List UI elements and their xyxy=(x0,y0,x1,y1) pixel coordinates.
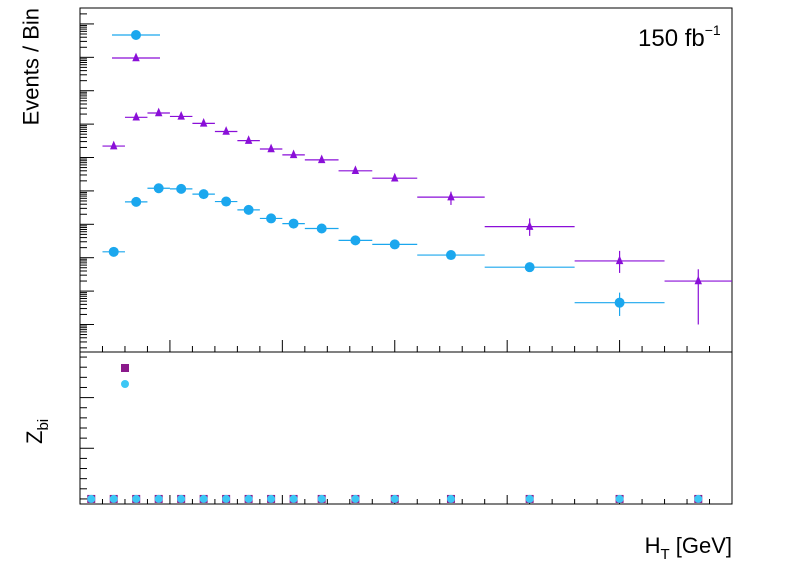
data-point xyxy=(391,172,399,182)
data-point xyxy=(222,494,231,503)
data-point xyxy=(615,255,624,265)
data-point xyxy=(267,143,275,153)
events-panel: Events / Bin 150 fb−1 xyxy=(19,7,733,353)
data-point xyxy=(177,494,186,503)
significance-y-label-main: Z xyxy=(22,431,47,444)
x-label-main: H xyxy=(645,533,661,558)
data-point xyxy=(525,494,534,503)
significance-y-label-sub: bi xyxy=(35,419,52,431)
data-point xyxy=(131,196,142,207)
data-point xyxy=(446,494,455,503)
events-data xyxy=(102,107,732,325)
legend-marker xyxy=(121,364,129,372)
data-point xyxy=(390,494,399,503)
data-point xyxy=(317,154,326,164)
data-point xyxy=(350,235,361,246)
luminosity-exponent: −1 xyxy=(705,22,721,38)
top-sliced-series xyxy=(102,107,732,325)
x-label-sub: T xyxy=(660,546,669,563)
legend-marker xyxy=(121,380,129,388)
legend-marker xyxy=(132,52,140,62)
data-point xyxy=(132,494,141,503)
events-y-axis-ticks xyxy=(80,7,94,349)
events-y-axis-label: Events / Bin xyxy=(19,8,44,125)
data-point xyxy=(244,135,253,144)
data-point xyxy=(351,165,360,175)
data-point xyxy=(221,196,232,207)
data-point xyxy=(317,494,326,503)
data-point xyxy=(694,494,703,503)
data-point xyxy=(132,111,140,121)
data-point xyxy=(694,275,702,285)
data-point xyxy=(243,204,254,215)
lower-bound-cut-series xyxy=(87,494,703,503)
significance-y-axis-label: Zbi xyxy=(22,419,52,444)
significance-data xyxy=(87,494,703,503)
significance-panel: Zbi HT [GeV] xyxy=(22,351,733,563)
data-point xyxy=(222,126,230,135)
data-point xyxy=(199,494,208,503)
data-point xyxy=(154,494,163,503)
data-point xyxy=(108,246,119,257)
data-point xyxy=(177,111,185,120)
luminosity-value: 150 fb xyxy=(638,25,705,52)
data-point xyxy=(199,118,208,127)
data-point xyxy=(109,494,118,503)
x-label-unit: [GeV] xyxy=(670,533,732,558)
data-point xyxy=(87,494,96,503)
luminosity-label: 150 fb−1 xyxy=(638,22,721,52)
legend-marker xyxy=(131,30,141,40)
data-point xyxy=(198,189,209,200)
data-point xyxy=(288,218,299,229)
data-point xyxy=(289,494,298,503)
data-point xyxy=(153,183,164,194)
data-point xyxy=(525,221,534,230)
stop-sliced-series xyxy=(102,183,665,316)
data-point xyxy=(267,494,276,503)
x-axis-label: HT [GeV] xyxy=(645,533,732,563)
data-point xyxy=(447,191,455,201)
data-point xyxy=(316,223,327,234)
data-point xyxy=(389,239,400,250)
data-point xyxy=(524,262,535,273)
events-legend xyxy=(112,30,160,62)
data-point xyxy=(176,183,187,194)
data-point xyxy=(110,140,118,150)
data-point xyxy=(615,494,624,503)
data-point xyxy=(244,494,253,503)
significance-legend xyxy=(121,364,129,388)
data-point xyxy=(289,149,298,159)
data-point xyxy=(351,494,360,503)
data-point xyxy=(266,213,277,224)
data-point xyxy=(614,297,625,308)
data-point xyxy=(445,250,456,261)
data-point xyxy=(154,107,163,117)
events-x-axis-ticks xyxy=(79,340,733,352)
